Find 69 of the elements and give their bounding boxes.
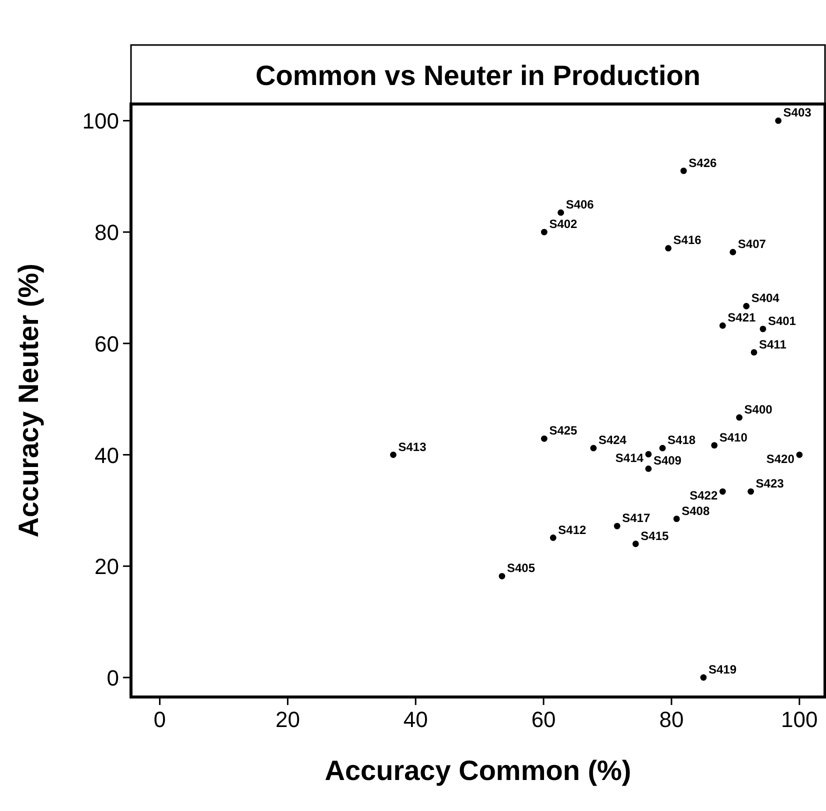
y-tick-label: 60 xyxy=(94,331,119,356)
point xyxy=(730,248,736,256)
point xyxy=(796,452,803,458)
x-axis-title: Accuracy Common (%) xyxy=(324,755,632,786)
annotation: S415 xyxy=(640,528,670,543)
annotation: S404 xyxy=(751,291,780,306)
point xyxy=(711,442,718,449)
point xyxy=(665,245,672,252)
annotation: S424 xyxy=(598,433,627,448)
annotation: S417 xyxy=(622,511,650,526)
point xyxy=(760,326,766,332)
point xyxy=(748,488,754,495)
annotation: S423 xyxy=(756,476,784,491)
annotation: S419 xyxy=(708,662,737,677)
point xyxy=(673,516,680,522)
y-tick-label: 20 xyxy=(94,554,119,580)
point xyxy=(736,414,742,421)
point xyxy=(390,452,396,458)
point xyxy=(541,435,548,442)
point xyxy=(659,444,666,452)
annotation: S407 xyxy=(738,237,766,252)
annotation: S403 xyxy=(783,106,812,120)
chart-title: Common vs Neuter in Production xyxy=(256,60,700,91)
annotation: S425 xyxy=(549,424,578,438)
point xyxy=(614,522,620,530)
point xyxy=(775,118,782,124)
annotation: S413 xyxy=(398,440,427,454)
point xyxy=(743,302,750,310)
point xyxy=(680,168,687,174)
x-tick-label: 0 xyxy=(154,707,166,732)
annotation: S409 xyxy=(653,454,682,468)
annotation: S420 xyxy=(766,452,795,466)
y-axis-title: Accuracy Neuter (%) xyxy=(13,264,44,538)
annotation: S406 xyxy=(566,198,594,212)
annotation: S416 xyxy=(673,233,702,248)
y-tick-label: 80 xyxy=(94,220,119,246)
point xyxy=(645,451,652,458)
annotation: S402 xyxy=(549,217,578,232)
annotation: S401 xyxy=(768,314,796,328)
annotation: S410 xyxy=(719,430,748,444)
point xyxy=(750,349,758,356)
annotation: S408 xyxy=(682,504,710,518)
x-tick-label: 20 xyxy=(275,707,300,732)
x-tick-label: 60 xyxy=(531,707,556,732)
point xyxy=(645,466,652,472)
point xyxy=(700,674,707,681)
x-tick-label: 100 xyxy=(781,707,818,732)
y-tick-label: 100 xyxy=(82,108,119,134)
point xyxy=(550,534,556,541)
y-tick-label: 40 xyxy=(94,442,119,468)
annotation: S421 xyxy=(728,310,756,325)
annotation: S405 xyxy=(506,561,536,576)
annotation: S400 xyxy=(744,402,773,416)
x-tick-label: 40 xyxy=(403,707,428,732)
point xyxy=(558,209,564,216)
point xyxy=(632,540,639,548)
y-tick-label: 0 xyxy=(106,666,119,691)
annotation: S426 xyxy=(688,156,717,170)
point xyxy=(541,228,548,236)
annotation: S418 xyxy=(668,433,696,448)
x-tick-label: 80 xyxy=(659,707,684,732)
point xyxy=(719,488,726,495)
annotation: S412 xyxy=(558,522,587,537)
annotation: S422 xyxy=(690,488,718,503)
point xyxy=(719,322,726,329)
annotation: S414 xyxy=(615,451,644,466)
annotation: S411 xyxy=(759,337,787,352)
point xyxy=(498,572,506,580)
point xyxy=(590,444,597,452)
